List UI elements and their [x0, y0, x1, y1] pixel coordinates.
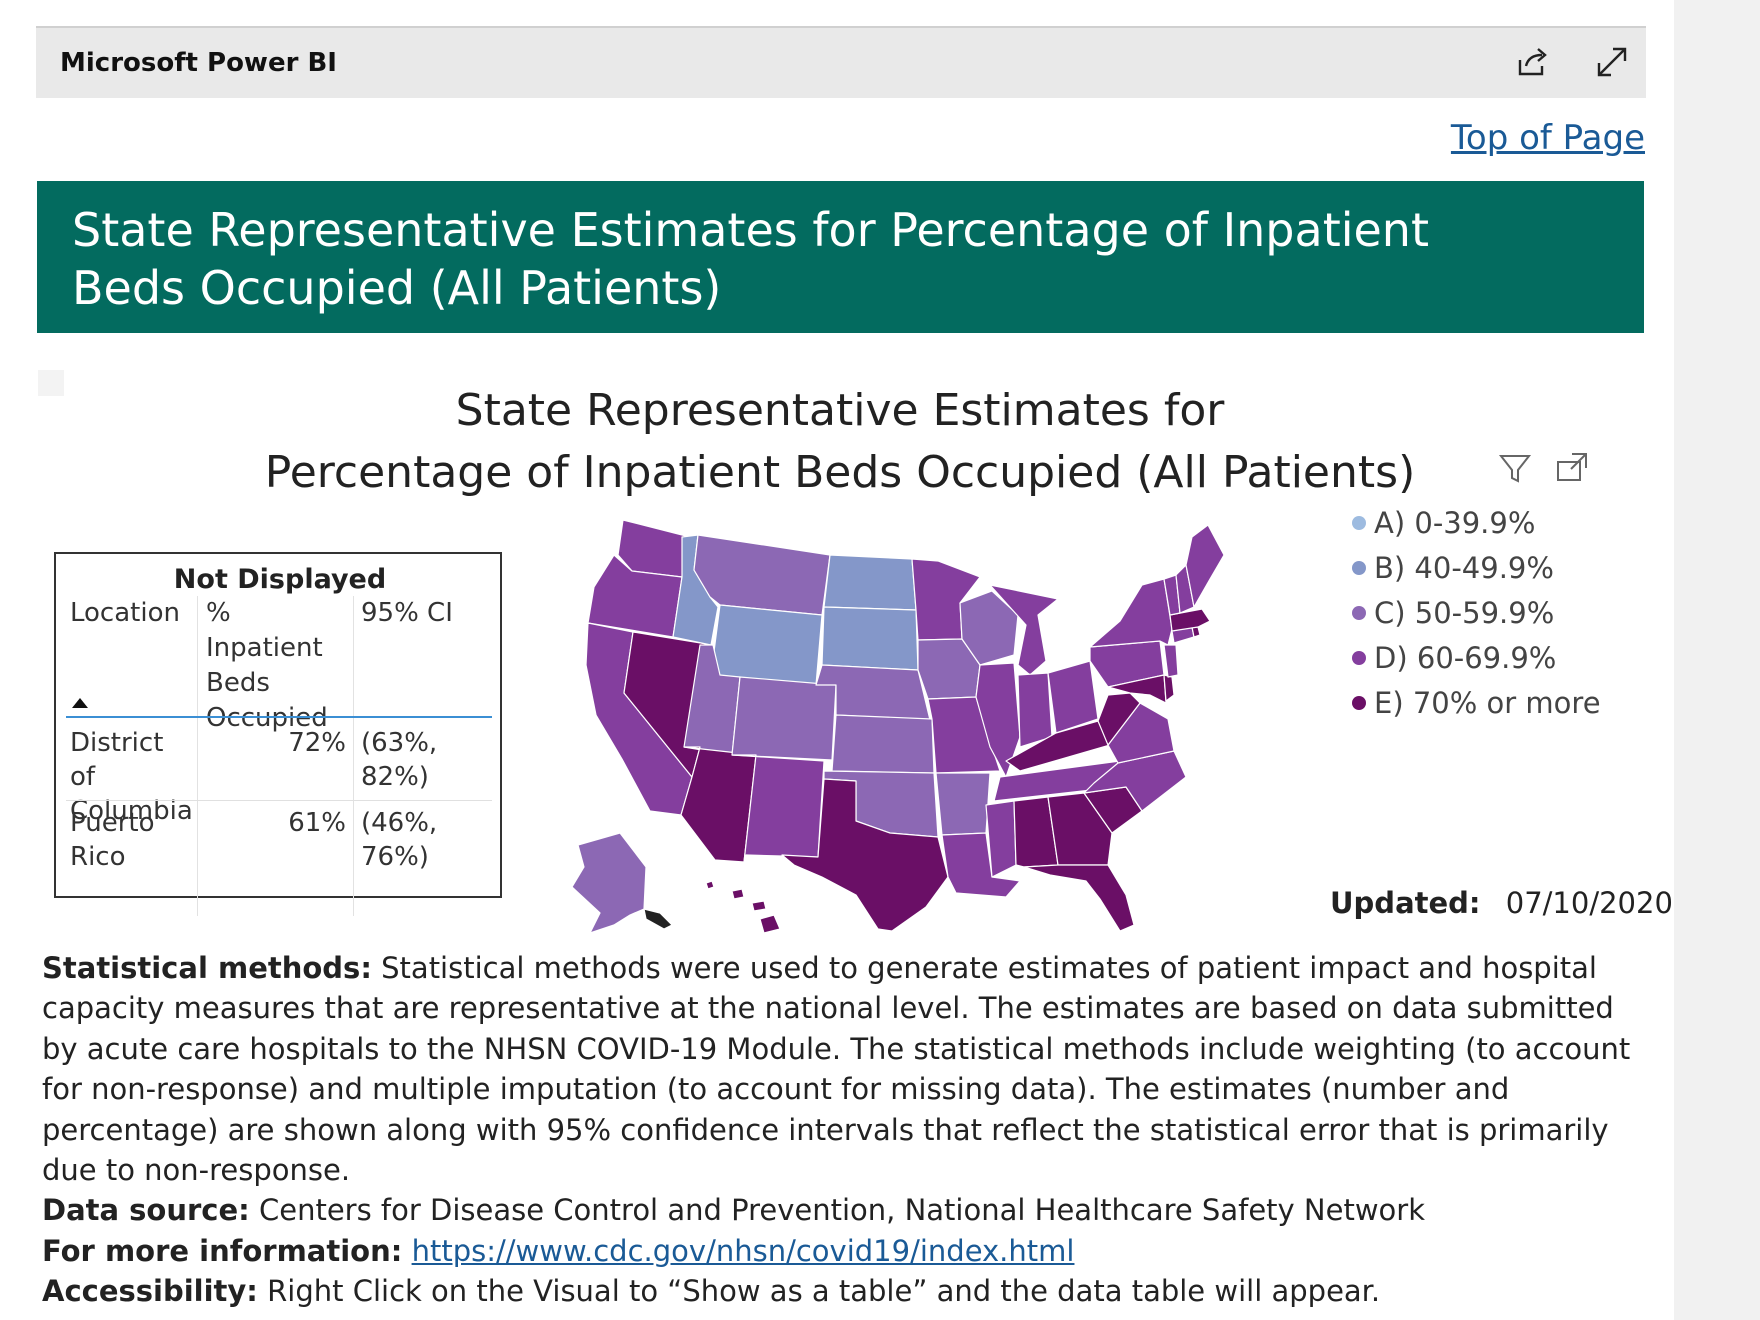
state-new-mexico	[731, 754, 825, 863]
visual-title: State Representative Estimates for Perce…	[260, 380, 1420, 504]
legend-swatch	[1352, 515, 1366, 530]
legend-swatch	[1352, 650, 1366, 665]
state-hawaii-d	[759, 914, 781, 934]
column-header-ci[interactable]: 95% CI	[361, 598, 453, 628]
powerbi-header-bar: Microsoft Power BI	[36, 26, 1646, 98]
state-south-dakota	[821, 606, 919, 671]
legend-label: B) 40-49.9%	[1374, 550, 1554, 585]
data-source-note: Data source: Centers for Disease Control…	[42, 1193, 1426, 1228]
notes-section: Statistical methods: Statistical methods…	[42, 948, 1642, 1312]
state-hawaii-b	[731, 888, 745, 900]
page-scrollbar-gutter	[1674, 0, 1760, 1320]
column-header-pct-beds[interactable]: % Inpatient Beds Occupied	[206, 598, 328, 733]
legend-label: D) 60-69.9%	[1374, 640, 1557, 675]
state-colorado	[731, 676, 837, 761]
state-mississippi	[985, 800, 1017, 878]
cell-pct: 61%	[288, 808, 346, 838]
cell-location: District of Columbia	[70, 728, 193, 826]
state-maryland	[1107, 674, 1167, 704]
alaska-panhandle	[643, 908, 673, 930]
state-indiana	[1017, 672, 1053, 748]
filter-icon[interactable]	[1495, 448, 1535, 488]
statistical-methods-note: Statistical methods: Statistical methods…	[42, 951, 1631, 1188]
legend-item[interactable]: B) 40-49.9%	[1352, 545, 1601, 590]
legend-swatch	[1352, 695, 1366, 710]
state-wyoming	[710, 604, 823, 686]
visual-title-line1: State Representative Estimates for	[455, 385, 1225, 436]
legend-item[interactable]: E) 70% or more	[1352, 680, 1601, 725]
cell-ci: (63%, 82%)	[361, 728, 438, 792]
map-legend: A) 0-39.9% B) 40-49.9% C) 50-59.9% D) 60-69…	[1352, 500, 1601, 725]
state-pennsylvania	[1089, 640, 1165, 688]
state-hawaii-c	[751, 900, 767, 912]
legend-swatch	[1352, 605, 1366, 620]
column-divider	[197, 596, 198, 916]
state-hawaii-a	[705, 880, 715, 890]
legend-label: C) 50-59.9%	[1374, 595, 1555, 630]
state-texas	[781, 778, 949, 932]
state-west-virginia	[1097, 692, 1141, 746]
legend-item[interactable]: D) 60-69.9%	[1352, 635, 1601, 680]
top-of-page-link[interactable]: Top of Page	[1450, 118, 1645, 158]
updated-date: Updated: 07/10/2020	[1330, 886, 1673, 920]
column-divider	[353, 596, 354, 916]
state-michigan	[989, 584, 1059, 676]
state-north-dakota	[823, 554, 917, 611]
table-title: Not Displayed	[173, 564, 387, 595]
state-alaska	[571, 832, 647, 934]
us-choropleth-map[interactable]	[560, 515, 1250, 935]
focus-mode-icon[interactable]	[1552, 448, 1592, 488]
state-wisconsin	[959, 590, 1019, 666]
state-kansas	[831, 714, 935, 774]
legend-item[interactable]: C) 50-59.9%	[1352, 590, 1601, 635]
data-table: Not Displayed Location % Inpatient Beds …	[54, 552, 502, 916]
sort-ascending-icon[interactable]	[72, 698, 88, 708]
section-banner: State Representative Estimates for Perce…	[37, 181, 1644, 333]
legend-label: A) 0-39.9%	[1374, 505, 1536, 540]
column-header-location[interactable]: Location	[70, 598, 180, 628]
legend-label: E) 70% or more	[1374, 685, 1601, 720]
state-louisiana	[941, 832, 1021, 898]
state-massachusetts	[1169, 608, 1211, 632]
visual-placeholder	[38, 370, 64, 396]
state-rhode-island	[1191, 626, 1201, 638]
banner-title: State Representative Estimates for Perce…	[72, 203, 1429, 315]
state-new-jersey	[1163, 644, 1179, 678]
state-delaware	[1163, 674, 1175, 702]
legend-swatch	[1352, 560, 1366, 575]
cell-pct: 72%	[288, 728, 346, 758]
state-new-york	[1089, 578, 1173, 648]
share-icon[interactable]	[1516, 44, 1552, 80]
cdc-link[interactable]: https://www.cdc.gov/nhsn/covid19/index.h…	[411, 1233, 1075, 1268]
row-divider	[66, 800, 492, 801]
legend-item[interactable]: A) 0-39.9%	[1352, 500, 1601, 545]
cell-location: Puerto Rico	[70, 808, 155, 872]
updated-label: Updated:	[1330, 886, 1481, 920]
state-arkansas	[935, 772, 991, 836]
cell-ci: (46%, 76%)	[361, 808, 438, 872]
state-florida	[1023, 864, 1135, 932]
state-ohio	[1047, 660, 1099, 734]
more-info-note: For more information: https://www.cdc.go…	[42, 1233, 1075, 1268]
updated-value: 07/10/2020	[1505, 886, 1673, 920]
expand-icon[interactable]	[1594, 44, 1630, 80]
header-underline	[66, 716, 492, 718]
powerbi-app-title: Microsoft Power BI	[60, 48, 337, 78]
accessibility-note: Accessibility: Right Click on the Visual…	[42, 1274, 1381, 1309]
state-north-carolina	[1083, 750, 1187, 812]
visual-title-line2: Percentage of Inpatient Beds Occupied (A…	[264, 447, 1416, 498]
state-maine	[1185, 524, 1225, 608]
